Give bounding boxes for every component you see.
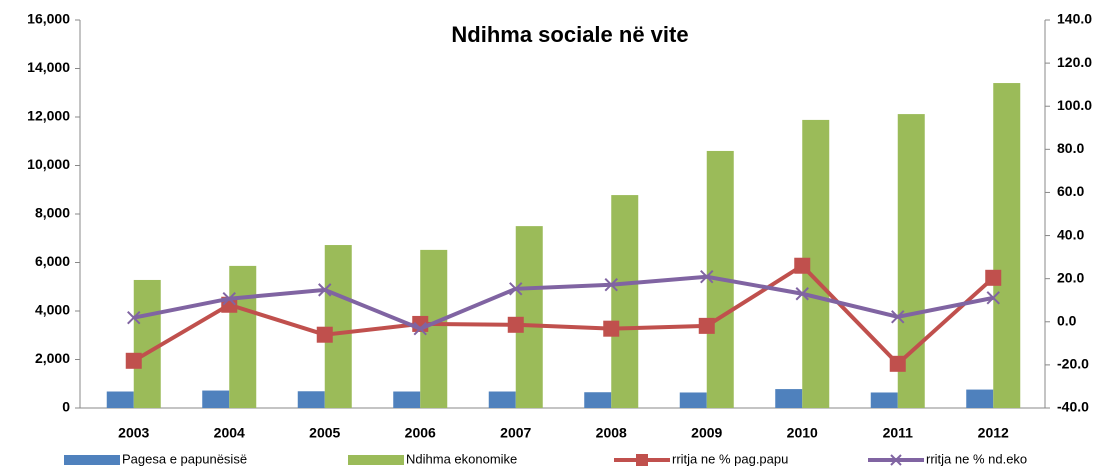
bar — [870, 392, 898, 408]
bar — [324, 245, 352, 408]
y-tick-label: 14,000 — [27, 59, 70, 75]
marker — [222, 292, 236, 306]
legend-marker — [890, 454, 902, 466]
y2-tick-label: 140.0 — [1057, 11, 1092, 27]
y-tick-label: 10,000 — [27, 156, 70, 172]
y-tick-label: 12,000 — [27, 108, 70, 124]
line — [132, 263, 995, 367]
y2-tick-label: -40.0 — [1057, 399, 1089, 415]
marker — [986, 291, 1000, 305]
x-tick-label: 2012 — [978, 425, 1009, 441]
marker — [891, 310, 905, 324]
legend-swatch — [64, 455, 120, 465]
x-tick-label: 2007 — [500, 425, 531, 441]
bar — [584, 392, 612, 408]
marker — [985, 269, 1002, 286]
marker — [700, 270, 714, 284]
bar — [611, 195, 639, 408]
marker — [889, 355, 906, 372]
y2-tick-label: 40.0 — [1057, 226, 1084, 242]
y-tick-label: 0 — [62, 399, 70, 415]
y2-tick-label: 120.0 — [1057, 54, 1092, 70]
bar — [966, 389, 994, 408]
bar — [133, 279, 161, 408]
marker — [603, 320, 620, 337]
marker — [509, 282, 523, 296]
y-tick-label: 6,000 — [35, 253, 70, 269]
y-tick-label: 2,000 — [35, 350, 70, 366]
x-tick-label: 2009 — [691, 425, 722, 441]
legend-marker — [636, 454, 648, 466]
x-tick-label: 2008 — [596, 425, 627, 441]
legend-swatch — [348, 455, 404, 465]
bar — [297, 391, 325, 408]
bar — [679, 392, 707, 408]
x-tick-label: 2003 — [118, 425, 149, 441]
marker — [507, 316, 524, 333]
y2-tick-label: 0.0 — [1057, 312, 1077, 328]
marker — [318, 283, 332, 297]
legend-label: Pagesa e papunësisë — [122, 451, 247, 466]
bar — [202, 390, 230, 408]
bar — [488, 391, 516, 408]
y-tick-label: 4,000 — [35, 302, 70, 318]
marker — [698, 317, 715, 334]
y-tick-label: 16,000 — [27, 11, 70, 27]
y2-tick-label: 100.0 — [1057, 97, 1092, 113]
legend-label: Ndihma ekonomike — [406, 451, 517, 466]
line — [133, 274, 994, 331]
marker — [604, 277, 618, 292]
bar — [229, 265, 257, 408]
y2-tick-label: -20.0 — [1057, 356, 1089, 372]
y-tick-label: 8,000 — [35, 205, 70, 221]
y2-tick-label: 20.0 — [1057, 269, 1084, 285]
marker — [413, 321, 427, 336]
bar — [106, 391, 134, 408]
legend-label: rritja ne % nd.eko — [926, 451, 1027, 466]
marker — [794, 257, 811, 274]
y2-tick-label: 60.0 — [1057, 183, 1084, 199]
x-tick-label: 2004 — [214, 425, 245, 441]
bar — [393, 391, 421, 408]
marker — [125, 352, 142, 369]
bar — [993, 83, 1021, 409]
bar — [775, 389, 803, 408]
x-tick-label: 2006 — [405, 425, 436, 441]
marker — [795, 287, 809, 301]
marker — [127, 310, 141, 325]
x-tick-label: 2005 — [309, 425, 340, 441]
x-tick-label: 2011 — [883, 425, 914, 441]
x-tick-label: 2010 — [787, 425, 818, 441]
marker — [316, 326, 333, 343]
legend-label: rritja ne % pag.papu — [672, 451, 788, 466]
chart-title: Ndihma sociale në vite — [451, 22, 688, 47]
y2-tick-label: 80.0 — [1057, 140, 1084, 156]
